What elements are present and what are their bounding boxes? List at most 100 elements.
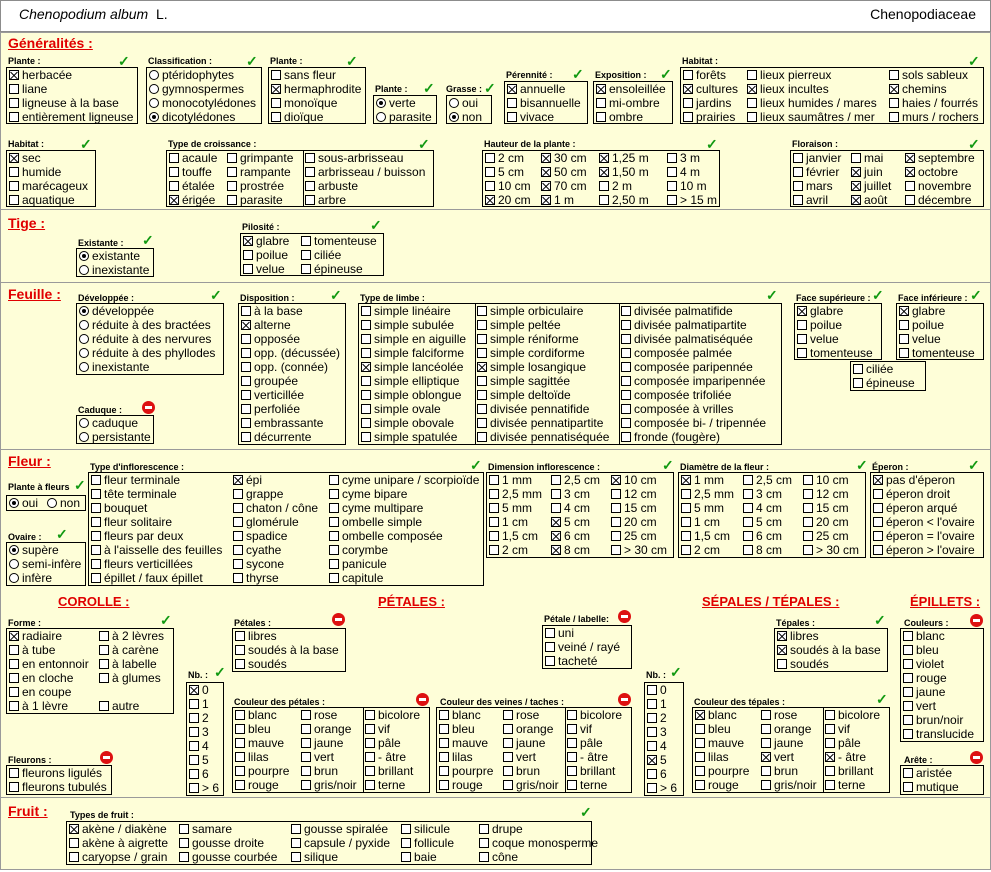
- couleurs-option[interactable]: bleu: [903, 643, 939, 657]
- checkbox[interactable]: [889, 112, 899, 122]
- croissance-option[interactable]: rampante: [227, 165, 291, 179]
- fleurons-option[interactable]: fleurons ligulés: [9, 766, 102, 780]
- checkbox[interactable]: [439, 738, 449, 748]
- diamfleur-option[interactable]: 2,5 cm: [743, 473, 792, 487]
- checkbox[interactable]: [271, 112, 281, 122]
- coulveines-option[interactable]: brillant: [567, 764, 615, 778]
- checkbox[interactable]: [647, 699, 657, 709]
- checkbox[interactable]: [503, 752, 513, 762]
- checkbox[interactable]: [243, 250, 253, 260]
- croissance-option[interactable]: grimpante: [227, 151, 293, 165]
- checkbox[interactable]: [227, 167, 237, 177]
- inflorescence-option[interactable]: glomérule: [233, 515, 299, 529]
- coultep-option[interactable]: - âtre: [825, 750, 866, 764]
- limbe-option[interactable]: simple sagittée: [477, 374, 570, 388]
- checkbox[interactable]: [621, 334, 631, 344]
- limbe-option[interactable]: simple losangique: [477, 360, 586, 374]
- checkbox[interactable]: [305, 195, 315, 205]
- checkbox[interactable]: [793, 195, 803, 205]
- croissance-option[interactable]: arbrisseau / buisson: [305, 165, 425, 179]
- sepalesnb-option[interactable]: 0: [647, 683, 667, 697]
- checkbox[interactable]: [747, 98, 757, 108]
- checkbox[interactable]: [401, 824, 411, 834]
- ovaire-option[interactable]: infère: [9, 571, 52, 585]
- checkbox[interactable]: [803, 475, 813, 485]
- checkbox[interactable]: [747, 70, 757, 80]
- diminflo-option[interactable]: 2,5 cm: [551, 473, 600, 487]
- facesup-option[interactable]: velue: [797, 332, 839, 346]
- faceinf-option[interactable]: tomenteuse: [899, 346, 975, 360]
- diminflo-option[interactable]: 2,5 mm: [489, 487, 542, 501]
- radio-button[interactable]: [79, 320, 89, 330]
- diminflo-option[interactable]: 4 cm: [551, 501, 590, 515]
- petalelab-option[interactable]: uni: [545, 626, 574, 640]
- checkbox[interactable]: [695, 780, 705, 790]
- checkbox[interactable]: [889, 70, 899, 80]
- limbe-option[interactable]: divisée pennatiséquée: [477, 430, 609, 444]
- checkbox[interactable]: [905, 167, 915, 177]
- disposition-option[interactable]: opp. (connée): [241, 360, 328, 374]
- couleurs-option[interactable]: jaune: [903, 685, 945, 699]
- habitat-option[interactable]: haies / fourrés: [889, 96, 978, 110]
- limbe-option[interactable]: composée bi- / tripennée: [621, 416, 766, 430]
- checkbox[interactable]: [477, 376, 487, 386]
- coulpet-option[interactable]: bicolore: [365, 708, 420, 722]
- checkbox[interactable]: [793, 181, 803, 191]
- couleurs-option[interactable]: rouge: [903, 671, 947, 685]
- petales-option[interactable]: soudés à la base: [235, 643, 339, 657]
- checkbox[interactable]: [365, 780, 375, 790]
- checkbox[interactable]: [611, 545, 621, 555]
- checkbox[interactable]: [596, 112, 606, 122]
- eperon-option[interactable]: éperon > l'ovaire: [873, 543, 975, 557]
- checkbox[interactable]: [743, 517, 753, 527]
- inflorescence-option[interactable]: fleurs par deux: [91, 529, 183, 543]
- checkbox[interactable]: [747, 84, 757, 94]
- checkbox[interactable]: [489, 489, 499, 499]
- croissance-option[interactable]: arbre: [305, 193, 346, 207]
- checkbox[interactable]: [905, 181, 915, 191]
- floraison-option[interactable]: juillet: [851, 179, 891, 193]
- diminflo-option[interactable]: > 30 cm: [611, 543, 667, 557]
- plante-option[interactable]: herbacée: [9, 68, 72, 82]
- checkbox[interactable]: [189, 699, 199, 709]
- checkbox[interactable]: [477, 334, 487, 344]
- inflorescence-option[interactable]: sycone: [233, 557, 284, 571]
- checkbox[interactable]: [99, 645, 109, 655]
- limbe-option[interactable]: simple elliptique: [361, 374, 459, 388]
- habitat-option[interactable]: lieux saumâtres / mer: [747, 110, 875, 124]
- limbe-option[interactable]: fronde (fougère): [621, 430, 720, 444]
- coultep-option[interactable]: brun: [761, 764, 798, 778]
- habitat2-option[interactable]: humide: [9, 165, 61, 179]
- coultep-option[interactable]: terne: [825, 778, 865, 792]
- typefruit-option[interactable]: caryopse / grain: [69, 850, 167, 864]
- diminflo-option[interactable]: 1 mm: [489, 473, 532, 487]
- checkbox[interactable]: [243, 264, 253, 274]
- habitat-option[interactable]: lieux pierreux: [747, 68, 831, 82]
- checkbox[interactable]: [681, 517, 691, 527]
- floraison-option[interactable]: août: [851, 193, 887, 207]
- coultep-option[interactable]: bleu: [695, 722, 731, 736]
- checkbox[interactable]: [485, 167, 495, 177]
- checkbox[interactable]: [485, 181, 495, 191]
- coultep-option[interactable]: orange: [761, 722, 811, 736]
- checkbox[interactable]: [329, 573, 339, 583]
- checkbox[interactable]: [91, 503, 101, 513]
- checkbox[interactable]: [777, 659, 787, 669]
- checkbox[interactable]: [233, 559, 243, 569]
- checkbox[interactable]: [365, 738, 375, 748]
- inflorescence-option[interactable]: cyme unipare / scorpioïde: [329, 473, 479, 487]
- limbe-option[interactable]: composée paripennée: [621, 360, 753, 374]
- checkbox[interactable]: [851, 195, 861, 205]
- radio-button[interactable]: [79, 265, 89, 275]
- inflorescence-option[interactable]: fleur solitaire: [91, 515, 172, 529]
- checkbox[interactable]: [361, 306, 371, 316]
- checkbox[interactable]: [271, 70, 281, 80]
- plantefleurs-option[interactable]: oui: [9, 496, 38, 510]
- checkbox[interactable]: [647, 727, 657, 737]
- faceinf-option[interactable]: poilue: [899, 318, 944, 332]
- checkbox[interactable]: [681, 545, 691, 555]
- inflorescence-option[interactable]: corymbe: [329, 543, 388, 557]
- coulpet-option[interactable]: bleu: [235, 722, 271, 736]
- checkbox[interactable]: [503, 766, 513, 776]
- floraison-option[interactable]: septembre: [905, 151, 975, 165]
